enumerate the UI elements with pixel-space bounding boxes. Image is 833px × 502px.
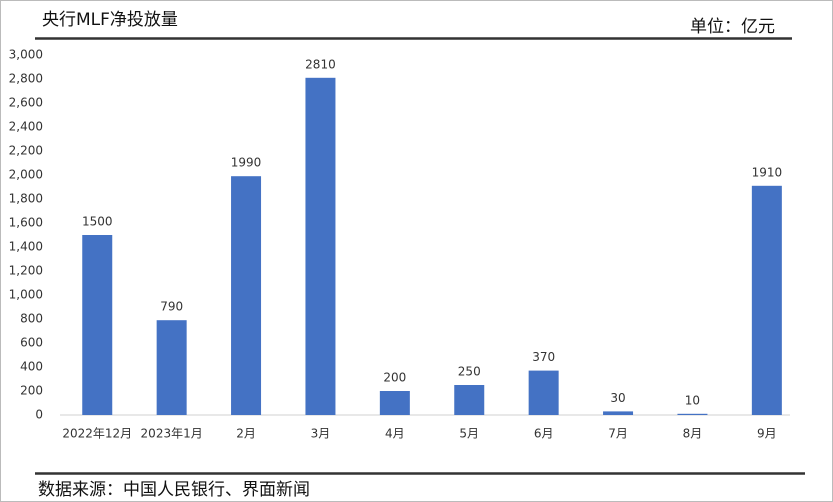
y-tick-label: 1,600 <box>9 216 43 230</box>
x-tick-label: 3月 <box>311 427 331 441</box>
data-label: 10 <box>685 393 700 407</box>
y-tick-label: 3,000 <box>9 48 43 62</box>
x-tick-label: 5月 <box>459 427 479 441</box>
y-tick-label: 800 <box>20 312 43 326</box>
bar <box>379 391 410 415</box>
y-tick-label: 600 <box>20 336 43 350</box>
data-label: 370 <box>532 350 555 364</box>
bar <box>528 370 559 415</box>
bar <box>603 411 634 415</box>
bar <box>82 235 113 415</box>
data-label: 30 <box>610 391 625 405</box>
y-tick-label: 200 <box>20 384 43 398</box>
bar <box>751 185 782 415</box>
x-tick-label: 6月 <box>534 427 554 441</box>
data-label: 1500 <box>82 215 113 229</box>
y-tick-label: 2,000 <box>9 168 43 182</box>
unit-label: 单位：亿元 <box>690 17 775 37</box>
y-tick-label: 2,800 <box>9 72 43 86</box>
data-label: 200 <box>383 371 406 385</box>
bar <box>454 385 485 415</box>
data-label: 250 <box>458 365 481 379</box>
y-tick-label: 400 <box>20 360 43 374</box>
data-label: 1910 <box>752 165 783 179</box>
y-tick-label: 1,800 <box>9 192 43 206</box>
x-tick-label: 4月 <box>385 427 405 441</box>
data-label: 790 <box>160 300 183 314</box>
y-tick-label: 2,400 <box>9 120 43 134</box>
y-tick-label: 1,000 <box>9 288 43 302</box>
bar <box>305 77 336 416</box>
y-tick-label: 2,200 <box>9 144 43 158</box>
y-tick-label: 2,600 <box>9 96 43 110</box>
y-tick-label: 0 <box>35 408 43 422</box>
x-tick-label: 2022年12月 <box>62 427 132 441</box>
chart-title: 央行MLF净投放量 <box>42 10 178 30</box>
y-tick-label: 1,400 <box>9 240 43 254</box>
data-label: 2810 <box>305 57 336 71</box>
y-tick-label: 1,200 <box>9 264 43 278</box>
x-tick-label: 9月 <box>757 427 777 441</box>
x-tick-label: 2月 <box>236 427 256 441</box>
x-tick-label: 8月 <box>683 427 703 441</box>
x-tick-label: 2023年1月 <box>141 427 203 441</box>
bar <box>156 320 187 415</box>
source-note: 数据来源：中国人民银行、界面新闻 <box>38 480 310 500</box>
bar <box>231 176 262 415</box>
data-label: 1990 <box>231 156 262 170</box>
bar <box>677 413 708 415</box>
x-tick-label: 7月 <box>608 427 628 441</box>
